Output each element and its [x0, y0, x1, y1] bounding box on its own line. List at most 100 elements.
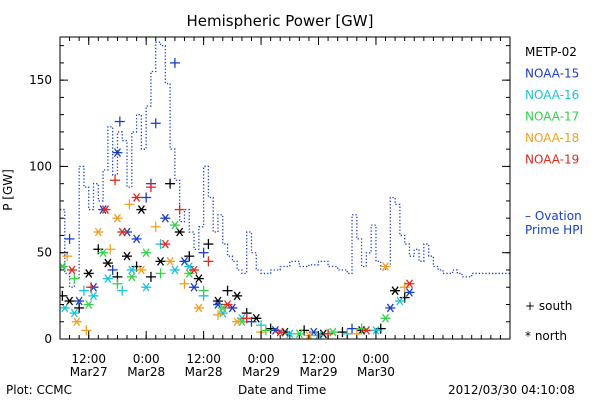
marker-noaa-15-north: [131, 234, 142, 244]
marker-metp-02-south: [145, 271, 156, 282]
marker-metp-02-south: [337, 327, 348, 338]
legend-item-noaa-15: NOAA-15: [525, 67, 579, 81]
marker-metp-02-north: [102, 258, 113, 268]
chart-title: Hemispheric Power [GW]: [187, 12, 374, 30]
marker-noaa-17-south: [69, 273, 80, 284]
marker-noaa-16-north: [60, 303, 70, 313]
marker-noaa-16-north: [141, 282, 152, 292]
marker-metp-02-north: [122, 251, 133, 261]
marker-noaa-19-south: [174, 204, 185, 215]
marker-noaa-19-north: [160, 239, 171, 249]
marker-noaa-18-south: [150, 221, 161, 232]
footer-source: Plot: CCMC: [6, 383, 72, 397]
marker-noaa-15-north: [74, 296, 85, 306]
marker-noaa-18-north: [232, 317, 243, 327]
marker-metp-02-north: [193, 274, 204, 283]
x-axis-label: Date and Time: [238, 383, 327, 397]
legend: METP-02 NOAA-15 NOAA-16 NOAA-17 NOAA-18 NOAA-…: [525, 45, 583, 343]
marker-noaa-18-south: [81, 325, 92, 336]
marker-noaa-16-north: [217, 308, 228, 318]
x-tick-label: Mar28: [127, 365, 165, 379]
legend-item-noaa-17: NOAA-17: [525, 110, 579, 124]
marker-noaa-18-south: [124, 199, 135, 210]
marker-metp-02-south: [184, 251, 195, 262]
x-tick-label: 12:00: [186, 352, 221, 366]
marker-noaa-18-north: [165, 256, 176, 266]
legend-item-noaa-18: NOAA-18: [525, 131, 579, 145]
marker-noaa-17-north: [126, 272, 137, 282]
marker-noaa-17-north: [83, 300, 94, 309]
marker-noaa-18-south: [105, 244, 116, 255]
marker-noaa-16-south: [78, 285, 89, 296]
marker-noaa-19-north: [222, 300, 233, 309]
marker-noaa-18-north: [193, 303, 204, 313]
marker-noaa-15-south: [150, 118, 161, 129]
marker-noaa-17-north: [184, 269, 195, 278]
marker-noaa-17-north: [98, 248, 109, 258]
marker-noaa-17-south: [155, 268, 166, 279]
marker-noaa-16-north: [284, 329, 295, 339]
marker-noaa-19-north: [66, 265, 77, 275]
y-tick-label: 150: [29, 73, 52, 87]
marker-metp-02-south: [203, 239, 214, 250]
marker-noaa-18-north: [71, 317, 82, 327]
marker-noaa-15-south: [107, 264, 118, 275]
plot-data: [60, 41, 510, 339]
marker-noaa-16-north: [126, 265, 137, 275]
marker-noaa-18-north: [112, 213, 123, 223]
marker-noaa-19-north: [404, 279, 415, 289]
x-tick-label: Mar29: [300, 365, 338, 379]
marker-noaa-15-south: [169, 57, 180, 68]
marker-noaa-18-north: [380, 262, 391, 271]
marker-noaa-18-north: [93, 227, 104, 237]
marker-noaa-15-north: [404, 288, 415, 297]
marker-noaa-19-south: [203, 256, 214, 267]
marker-noaa-15-north: [179, 256, 190, 266]
marker-metp-02-south: [74, 302, 85, 313]
y-tick-label: 0: [44, 332, 52, 346]
marker-noaa-15-south: [198, 247, 209, 258]
marker-noaa-18-north: [136, 265, 147, 275]
x-tick-label: Mar30: [357, 365, 395, 379]
marker-noaa-15-north: [212, 300, 223, 309]
plot-frame: [59, 36, 511, 340]
marker-noaa-19-north: [361, 325, 372, 335]
marker-metp-02-north: [136, 205, 147, 214]
marker-noaa-16-south: [117, 285, 128, 296]
plot-area: [60, 41, 510, 339]
marker-noaa-16-north: [394, 296, 405, 306]
legend-item-noaa-19: NOAA-19: [525, 153, 579, 167]
marker-noaa-17-north: [60, 262, 68, 271]
x-tick-label: Mar29: [242, 365, 280, 379]
footer-timestamp: 2012/03/30 04:10:08: [448, 383, 575, 397]
marker-noaa-19-north: [275, 327, 286, 337]
x-tick-label: Mar27: [70, 365, 108, 379]
marker-noaa-18-south: [212, 309, 223, 320]
marker-noaa-15-north: [385, 303, 396, 313]
marker-noaa-17-south: [112, 278, 123, 289]
marker-noaa-15-south: [114, 116, 125, 127]
marker-noaa-16-north: [169, 265, 180, 275]
y-tick-label: 50: [37, 246, 52, 260]
legend-item-metp-02: METP-02: [525, 45, 577, 59]
marker-noaa-15-south: [141, 192, 152, 203]
x-tick-label: 12:00: [301, 352, 336, 366]
marker-noaa-15-south: [347, 323, 358, 334]
marker-metp-02-north: [251, 313, 262, 323]
marker-noaa-15-north: [308, 327, 319, 337]
marker-noaa-15-north: [189, 282, 200, 292]
marker-noaa-19-south: [241, 313, 252, 324]
marker-noaa-17-north: [327, 327, 338, 337]
marker-noaa-17-north: [217, 303, 228, 313]
legend-hemisphere-north: * north: [525, 329, 567, 343]
marker-noaa-15-north: [227, 303, 238, 313]
x-tick-label: 12:00: [71, 352, 106, 366]
marker-metp-02-south: [222, 285, 233, 296]
marker-noaa-17-south: [260, 325, 271, 336]
marker-noaa-15-south: [64, 233, 75, 244]
marker-metp-02-north: [390, 286, 401, 296]
marker-noaa-19-north: [189, 265, 200, 275]
legend-item-ovation: Prime HPI: [525, 223, 583, 237]
marker-noaa-19-north: [100, 205, 111, 214]
